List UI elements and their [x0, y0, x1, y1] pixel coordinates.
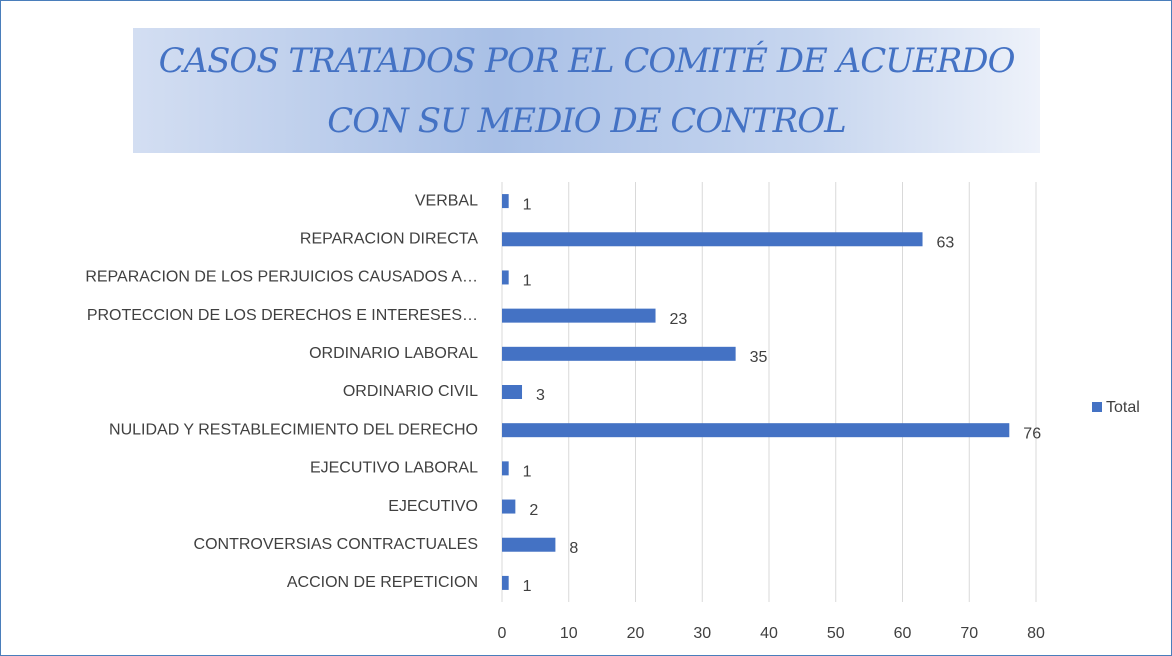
y-tick-label: PROTECCION DE LOS DERECHOS E INTERESES…	[87, 307, 478, 324]
bar	[502, 194, 509, 209]
data-label: 1	[523, 196, 532, 213]
bar	[502, 270, 509, 285]
legend-label: Total	[1106, 399, 1140, 416]
data-label: 23	[670, 311, 688, 328]
y-tick-label: EJECUTIVO LABORAL	[310, 460, 478, 477]
data-label: 3	[536, 387, 545, 404]
bar	[502, 308, 656, 323]
chart-title: CASOS TRATADOS POR EL COMITÉ DE ACUERDO …	[133, 28, 1040, 153]
bar	[502, 461, 509, 476]
bar	[502, 232, 923, 247]
data-label: 76	[1023, 425, 1041, 442]
data-label: 1	[523, 578, 532, 595]
x-tick-label: 30	[693, 625, 711, 642]
bar	[502, 385, 523, 399]
legend-swatch	[1092, 402, 1102, 412]
y-tick-label: ORDINARIO LABORAL	[309, 345, 478, 362]
x-tick-label: 10	[560, 625, 578, 642]
x-tick-label: 0	[498, 625, 507, 642]
y-tick-label: EJECUTIVO	[388, 498, 478, 515]
y-tick-label: ACCION DE REPETICION	[287, 574, 478, 591]
bar	[502, 346, 736, 361]
data-label: 8	[569, 540, 578, 557]
bar	[502, 499, 516, 514]
data-label: 1	[523, 273, 532, 290]
y-tick-label: REPARACION DIRECTA	[300, 230, 478, 247]
y-tick-label: REPARACION DE LOS PERJUICIOS CAUSADOS A…	[85, 269, 478, 286]
x-tick-label: 70	[960, 625, 978, 642]
data-label: 35	[750, 349, 768, 366]
y-tick-label: VERBAL	[415, 192, 478, 209]
bar	[502, 575, 509, 590]
x-tick-label: 20	[627, 625, 645, 642]
bar	[502, 423, 1010, 438]
data-label: 1	[523, 464, 532, 481]
data-label: 2	[529, 502, 538, 519]
x-tick-label: 40	[760, 625, 778, 642]
x-tick-label: 80	[1027, 625, 1045, 642]
y-tick-label: NULIDAD Y RESTABLECIMIENTO DEL DERECHO	[109, 421, 478, 438]
x-tick-label: 60	[894, 625, 912, 642]
bar	[502, 537, 556, 552]
y-tick-label: ORDINARIO CIVIL	[343, 383, 478, 400]
data-label: 63	[937, 234, 955, 251]
x-tick-label: 50	[827, 625, 845, 642]
y-tick-label: CONTROVERSIAS CONTRACTUALES	[194, 536, 478, 553]
